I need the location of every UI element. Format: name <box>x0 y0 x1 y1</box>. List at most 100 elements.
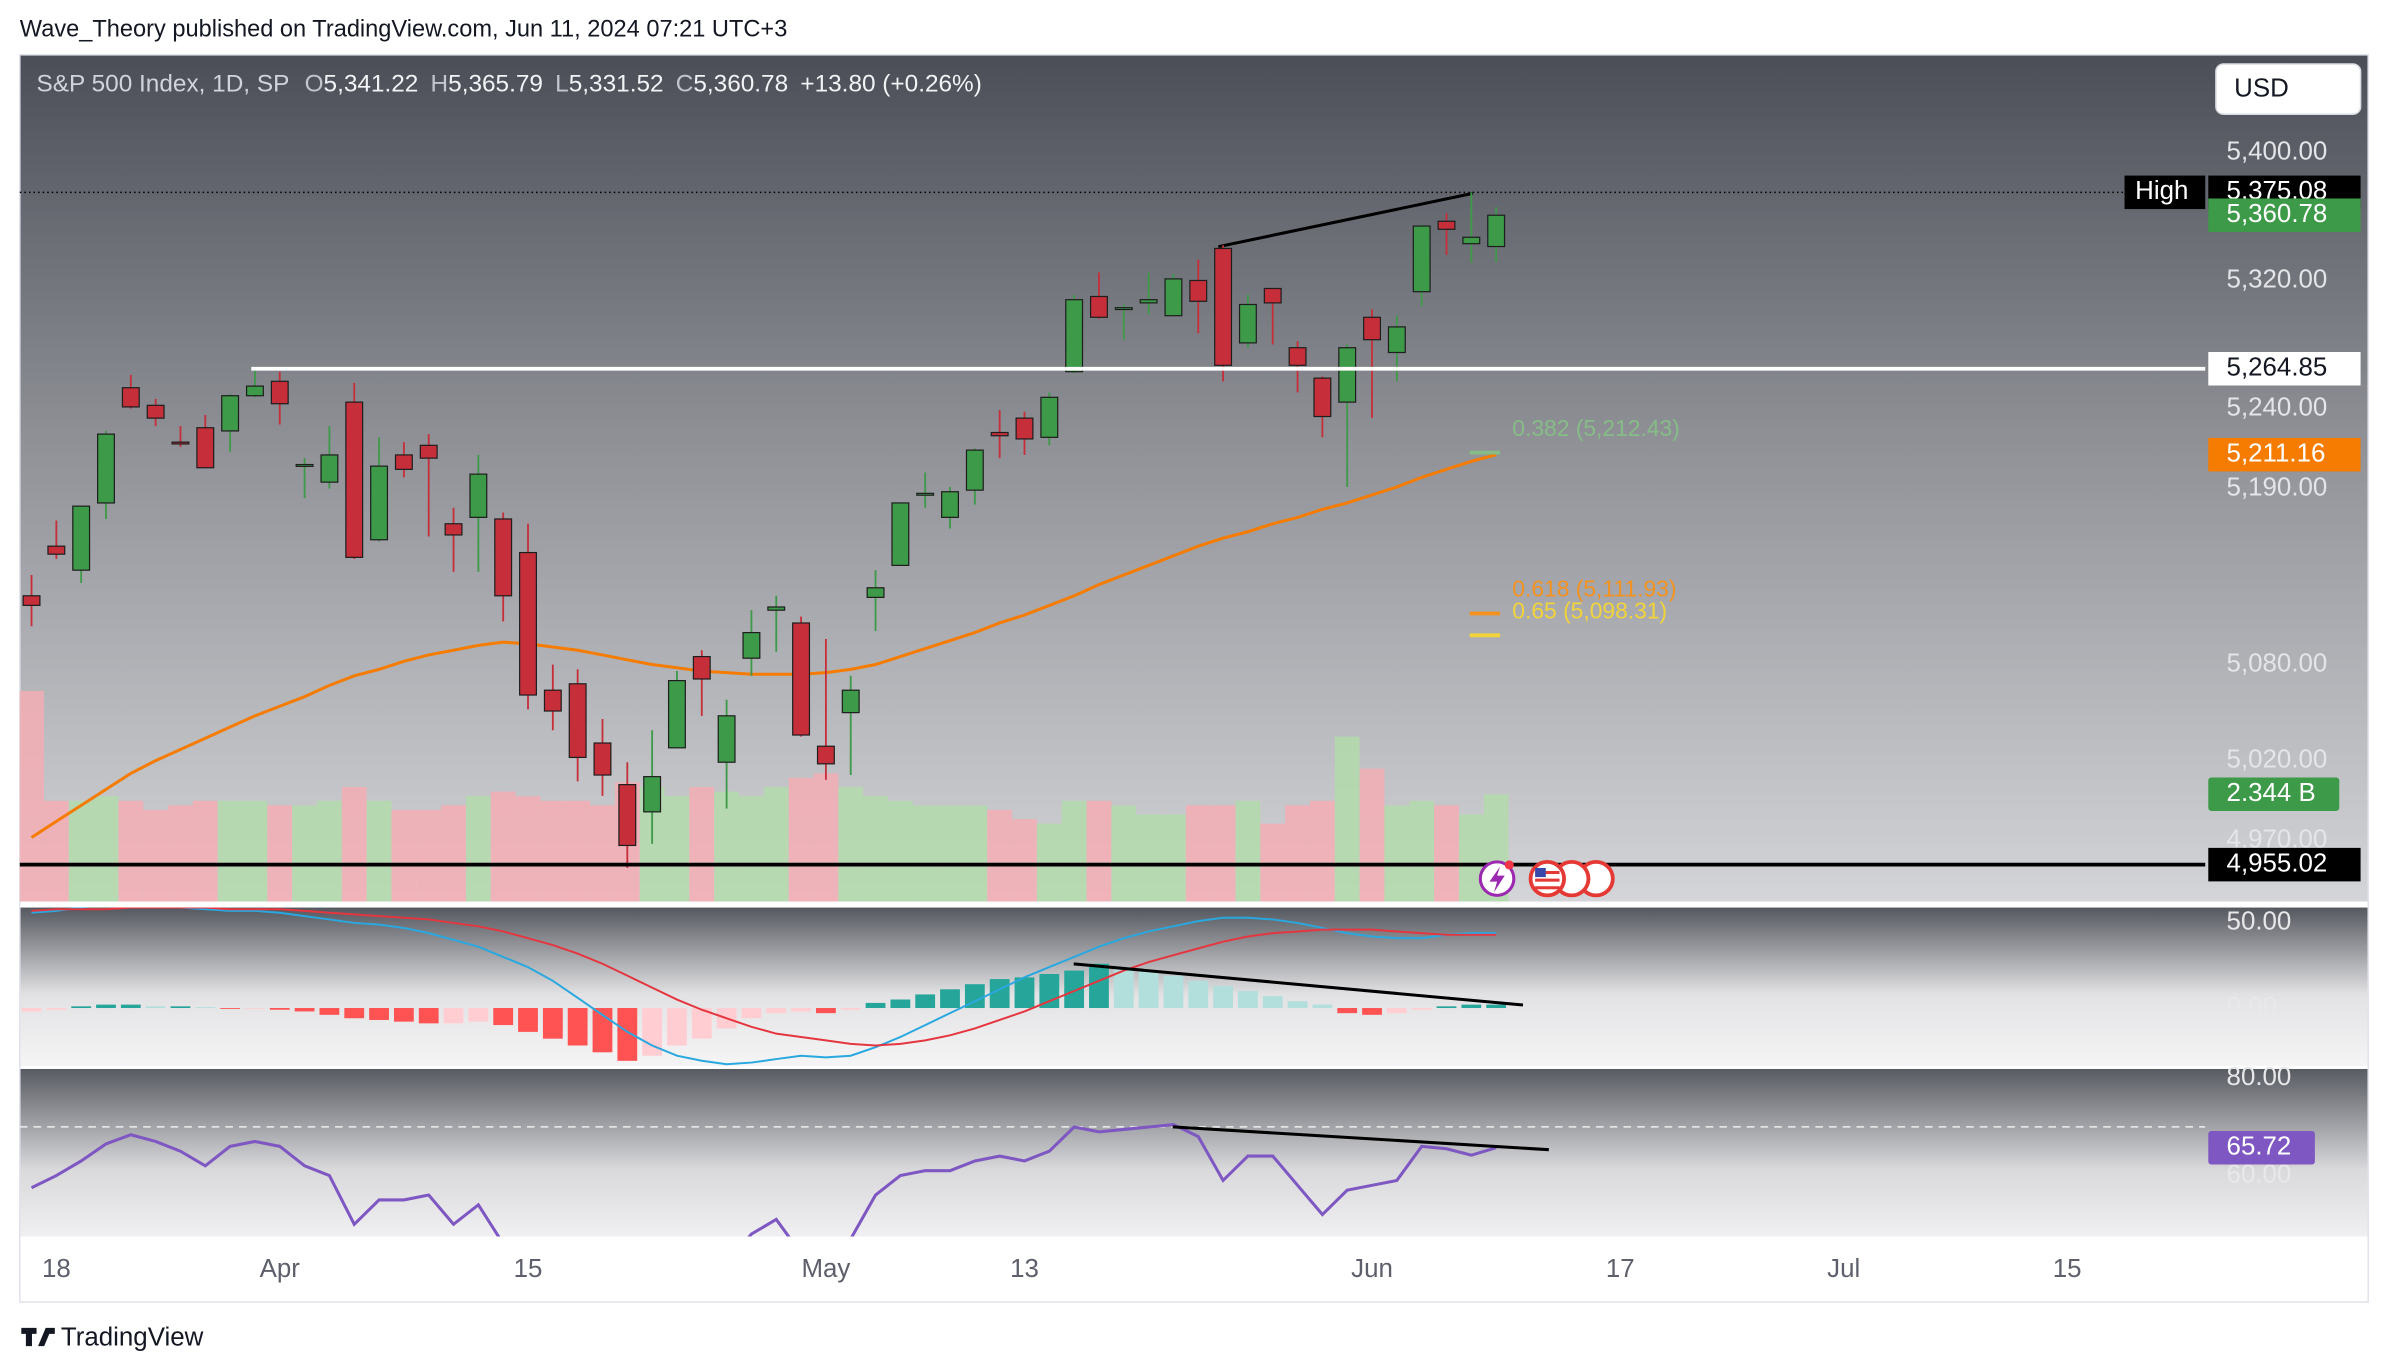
macd-tick-label: 50.00 <box>2227 908 2292 936</box>
volume-bar <box>714 791 740 902</box>
macd-histogram-bar <box>1411 1008 1432 1010</box>
volume-bar <box>242 800 268 902</box>
rsi-label-box <box>2208 1131 2315 1165</box>
moving-average <box>30 453 1497 839</box>
currency[interactable]: USD <box>2234 75 2289 103</box>
macd-histogram-bar <box>294 1008 315 1012</box>
macd-histogram-bar <box>840 1008 861 1010</box>
macd-histogram-bar <box>393 1008 414 1022</box>
volume-bar <box>416 809 442 902</box>
x-tick-label: Apr <box>260 1255 301 1283</box>
macd-histogram-bar <box>940 989 960 1009</box>
legend-value: 5,365.79 <box>448 71 543 98</box>
flag-icon[interactable] <box>1528 859 1615 898</box>
volume-bar <box>1136 814 1162 902</box>
macd-histogram-bar <box>369 1008 389 1020</box>
candle-body <box>221 395 240 432</box>
volume-bar <box>143 809 169 902</box>
macd-histogram-bar <box>170 1006 191 1009</box>
candle-body <box>1263 287 1282 304</box>
candle-body <box>245 385 264 397</box>
candle-body <box>1437 220 1456 230</box>
macd-layer <box>21 907 1507 1066</box>
x-tick-label: 18 <box>42 1255 71 1283</box>
macd-histogram-bar <box>1213 985 1233 1009</box>
macd-histogram-bar <box>1461 1004 1482 1009</box>
legend-value: 5,360.78 <box>693 71 788 98</box>
macd-histogram-bar <box>1113 967 1134 1009</box>
macd-histogram-bar <box>493 1008 514 1026</box>
macd-histogram-bar <box>865 1002 886 1009</box>
volume-bar <box>490 791 516 902</box>
macd-histogram-bar <box>1362 1008 1382 1015</box>
macd-histogram-bar <box>964 984 985 1009</box>
candle-body <box>1313 377 1332 418</box>
legend-label: H <box>431 71 449 98</box>
macd-histogram-bar <box>1089 963 1109 1009</box>
currency-button[interactable]: USD <box>2215 63 2362 115</box>
candle-body <box>1164 278 1183 317</box>
price-label: 4,955.02 <box>2227 849 2328 877</box>
macd-histogram-bar <box>1287 1001 1308 1009</box>
legend-label: L <box>555 71 569 98</box>
volume-bar <box>1409 800 1435 902</box>
macd-histogram-bar <box>1262 996 1283 1009</box>
price-label: 5,264.85 <box>2227 354 2328 382</box>
candle-body <box>47 545 66 555</box>
x-tick-label: 13 <box>1010 1255 1039 1283</box>
candle-body <box>494 518 513 597</box>
macd-histogram-bar <box>1386 1008 1407 1014</box>
macd-histogram-bar <box>1064 970 1085 1009</box>
macd-histogram-bar <box>245 1008 265 1009</box>
rsi-trendline <box>1172 1125 1549 1152</box>
candle-body <box>593 742 612 776</box>
macd-histogram-bar <box>691 1008 712 1039</box>
x-tick-label: 15 <box>514 1255 543 1283</box>
currency-box[interactable] <box>2215 63 2362 115</box>
legend: S&P 500 Index, 1D, SP O5,341.22 H5,365.79 L… <box>37 71 982 98</box>
volume-bar <box>1111 805 1137 902</box>
volume-bar <box>838 787 864 902</box>
candle-body <box>1288 347 1307 366</box>
macd-histogram-bar <box>567 1008 588 1046</box>
macd-histogram-bar <box>120 1004 141 1009</box>
rsi-pane <box>19 1068 2369 1237</box>
volume-bar <box>1012 819 1037 902</box>
labels-layer: 5,400.00 5,320.00 5,240.00 5,190.00 5,080.00… <box>19 137 2361 1283</box>
macd-histogram-bar <box>542 1008 563 1039</box>
volume-bar <box>565 800 591 902</box>
price-label: 5,360.78 <box>2227 200 2328 228</box>
fib-label: 0.618 (5,111.93) <box>1512 576 1676 602</box>
price-label: 5,211.16 <box>2227 440 2326 468</box>
candle-body <box>394 454 413 470</box>
candle-body <box>444 523 463 536</box>
macd-histogram-bar <box>319 1008 340 1015</box>
x-tick-label: 17 <box>1606 1255 1635 1283</box>
macd-histogram-bar <box>915 994 936 1009</box>
candle-body <box>742 631 761 659</box>
legend-change: +13.80 (+0.26%) <box>800 71 981 98</box>
volume-bar <box>937 805 963 902</box>
trendline <box>1218 191 1474 249</box>
legend-label: C <box>676 71 694 98</box>
volume-bar <box>19 690 44 902</box>
volume-bar <box>1086 800 1112 902</box>
macd-histogram-bar <box>816 1008 836 1014</box>
candle-body <box>618 784 637 847</box>
rsi-tick-label: 60.00 <box>2227 1160 2292 1188</box>
macd-histogram-bar <box>418 1008 439 1024</box>
candle-body <box>767 606 786 611</box>
candle-body <box>1363 316 1382 341</box>
candle-body <box>469 473 488 518</box>
volume-bar <box>1458 814 1484 902</box>
event-dot <box>1504 860 1514 870</box>
volume-bar <box>93 796 119 902</box>
macd-histogram-bar <box>21 1008 42 1012</box>
macd-histogram-bar <box>1163 975 1184 1009</box>
candle-body <box>121 387 140 408</box>
y-tick-label: 5,400.00 <box>2227 137 2328 165</box>
volume-bar <box>887 800 913 902</box>
volume-bar <box>1309 800 1335 902</box>
rsi-label: 65.72 <box>2227 1133 2292 1161</box>
